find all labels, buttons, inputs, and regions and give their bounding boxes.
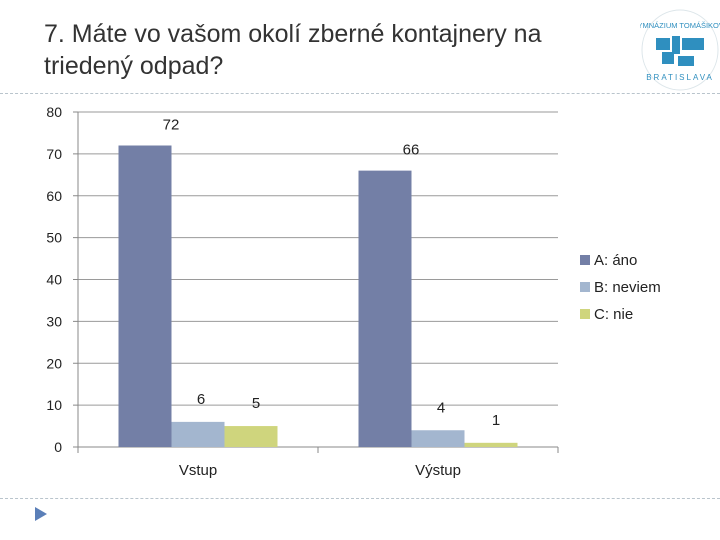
bar-vstup-1 [171, 421, 225, 447]
legend-label: C: nie [594, 306, 633, 323]
bar-vstup-0 [118, 145, 172, 447]
school-logo: GYMNÁZIUM TOMÁŠIKOVA BRATISLAVA [640, 9, 720, 91]
data-label: 72 [163, 117, 180, 134]
bar-vystup-1 [411, 430, 465, 447]
category-label: Vstup [179, 462, 217, 479]
bars [118, 145, 518, 447]
data-labels: 72 6 5 66 4 1 [163, 117, 501, 429]
y-tick-label: 70 [46, 146, 62, 162]
bar-vystup-0 [358, 170, 412, 447]
legend-swatch [580, 309, 590, 319]
legend: A: áno B: neviem C: nie [580, 252, 661, 323]
legend-label: A: áno [594, 252, 637, 269]
y-tick-label: 20 [46, 355, 62, 371]
y-tick-label: 30 [46, 313, 62, 329]
category-label: Výstup [415, 462, 461, 479]
slide-title: 7. Máte vo vašom okolí zberné kontajnery… [44, 20, 542, 80]
logo-text-bottom: BRATISLAVA [646, 73, 714, 82]
bar-vstup-2 [224, 426, 278, 447]
next-slide-arrow-icon[interactable] [34, 506, 48, 522]
y-tick-label: 50 [46, 230, 62, 246]
category-labels: Vstup Výstup [179, 462, 461, 479]
legend-label: B: neviem [594, 279, 661, 296]
data-label: 66 [403, 142, 420, 159]
y-tick-label: 10 [46, 397, 62, 413]
y-tick-labels: 0 10 20 30 40 50 60 70 80 [46, 104, 62, 455]
y-tick-label: 0 [54, 439, 62, 455]
data-label: 5 [252, 395, 260, 412]
top-divider [0, 93, 720, 94]
legend-swatch [580, 255, 590, 265]
y-tick-label: 60 [46, 188, 62, 204]
bottom-divider [0, 498, 720, 499]
y-tick-label: 80 [46, 104, 62, 120]
logo-text-top: GYMNÁZIUM TOMÁŠIKOVA [640, 21, 720, 30]
data-label: 4 [437, 399, 445, 416]
data-label: 6 [197, 391, 205, 408]
bar-vystup-2 [464, 442, 518, 447]
legend-swatch [580, 282, 590, 292]
data-label: 1 [492, 412, 500, 429]
y-tick-label: 40 [46, 272, 62, 288]
